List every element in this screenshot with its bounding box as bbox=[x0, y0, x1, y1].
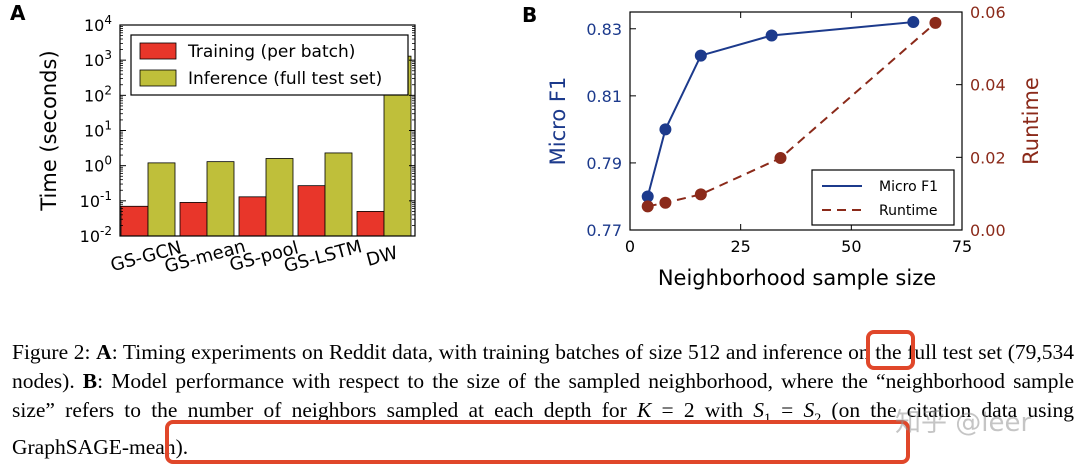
panel-b-axes-frame bbox=[629, 11, 963, 231]
point-micro-f1 bbox=[694, 49, 707, 62]
legend-swatch-inference bbox=[139, 69, 177, 87]
legend-label-inference: Inference (full test set) bbox=[188, 69, 382, 89]
bar-gs-lstm-inference bbox=[324, 152, 353, 237]
y-left-tick-label: 0.83 bbox=[586, 20, 622, 39]
bar-dw-training bbox=[356, 211, 385, 237]
y-tick-label: 10-1 bbox=[80, 189, 112, 211]
point-micro-f1 bbox=[907, 16, 920, 29]
caption-label: Figure 2: bbox=[12, 340, 91, 364]
line-runtime bbox=[647, 22, 937, 208]
caption-a-text2: and inference on the full test set (79,5… bbox=[12, 340, 1075, 393]
point-micro-f1 bbox=[659, 123, 672, 136]
highlight-k-condition bbox=[165, 420, 910, 464]
bar-gs-gcn-training bbox=[120, 205, 149, 237]
y-left-axis-label: Micro F1 bbox=[546, 77, 570, 166]
watermark: 知乎 @leer bbox=[895, 408, 1032, 438]
caption-b-letter: B bbox=[82, 369, 98, 393]
y-tick-label: 104 bbox=[84, 13, 112, 35]
bar-gs-pool-training bbox=[238, 196, 267, 237]
panel-b-letter: B bbox=[522, 3, 537, 27]
point-runtime bbox=[694, 188, 707, 201]
x-tick-label-dw: DW bbox=[364, 242, 400, 271]
y-tick-label: 103 bbox=[84, 48, 112, 70]
caption-a-text: : Timing experiments on Reddit data, wit… bbox=[111, 340, 683, 364]
legend-label-micro-f1: Micro F1 bbox=[879, 179, 938, 195]
legend-label-training: Training (per batch) bbox=[187, 42, 355, 62]
legend-box bbox=[130, 34, 409, 96]
panel-b-chart: 0 25 50 75 0.77 0.79 0.81 0.83 0.00 0.02 0.04 0.06 N… bbox=[546, 3, 1043, 290]
caption-b-text: : Model performance with respect to the … bbox=[12, 369, 1075, 422]
x-tick-label: 50 bbox=[841, 237, 861, 256]
y-tick-label: 102 bbox=[84, 83, 112, 105]
y-tick-label: 10-2 bbox=[80, 224, 112, 246]
legend-swatch-training bbox=[139, 42, 177, 60]
y-left-tick-label: 0.77 bbox=[586, 221, 622, 240]
caption-s1-sub: 1 bbox=[763, 411, 771, 427]
caption-a-letter: A bbox=[96, 340, 112, 364]
y-right-tick-label: 0.06 bbox=[970, 3, 1006, 22]
x-tick-label: 75 bbox=[952, 237, 972, 256]
caption-s1: S bbox=[753, 398, 764, 422]
point-runtime bbox=[641, 200, 654, 213]
y-tick-label: 100 bbox=[84, 154, 112, 176]
caption-batch-size: 512 bbox=[687, 340, 721, 364]
caption-paren: (on the citation data using GraphSAGE-me… bbox=[12, 398, 1074, 460]
caption-s2-sub: 2 bbox=[814, 411, 822, 427]
point-runtime bbox=[929, 16, 942, 29]
legend-box-b bbox=[811, 169, 955, 226]
y-right-tick-label: 0.00 bbox=[970, 221, 1006, 240]
x-tick-label: 0 bbox=[625, 237, 635, 256]
bar-gs-gcn-inference bbox=[147, 162, 176, 237]
point-micro-f1 bbox=[765, 29, 778, 42]
y-left-tick-label: 0.81 bbox=[586, 87, 622, 106]
highlight-batch-size bbox=[866, 330, 915, 370]
caption-s2: S bbox=[803, 398, 815, 422]
point-micro-f1 bbox=[641, 190, 654, 203]
legend-label-runtime: Runtime bbox=[879, 203, 937, 219]
caption-k-eq: = 2 with bbox=[651, 398, 754, 422]
x-tick-label: 25 bbox=[730, 237, 750, 256]
y-left-tick-label: 0.79 bbox=[586, 154, 622, 173]
figure-caption: Figure 2: A: Timing experiments on Reddi… bbox=[12, 338, 1074, 462]
y-tick-label: 101 bbox=[84, 119, 112, 141]
bar-gs-lstm-training bbox=[297, 185, 326, 237]
caption-eq2: = bbox=[770, 398, 804, 422]
y-right-axis-label: Runtime bbox=[1019, 77, 1043, 165]
bar-gs-mean-inference bbox=[206, 161, 235, 237]
panel-a-letter: A bbox=[10, 1, 26, 25]
y-right-tick-label: 0.02 bbox=[970, 148, 1006, 167]
x-axis-label: Neighborhood sample size bbox=[658, 266, 936, 290]
y-axis-label: Time (seconds) bbox=[37, 50, 61, 211]
bar-gs-mean-training bbox=[179, 202, 208, 237]
point-runtime bbox=[659, 196, 672, 209]
point-runtime bbox=[774, 152, 787, 165]
caption-k-var: K bbox=[636, 398, 652, 422]
y-right-tick-label: 0.04 bbox=[970, 76, 1006, 95]
bar-gs-pool-inference bbox=[265, 158, 294, 237]
